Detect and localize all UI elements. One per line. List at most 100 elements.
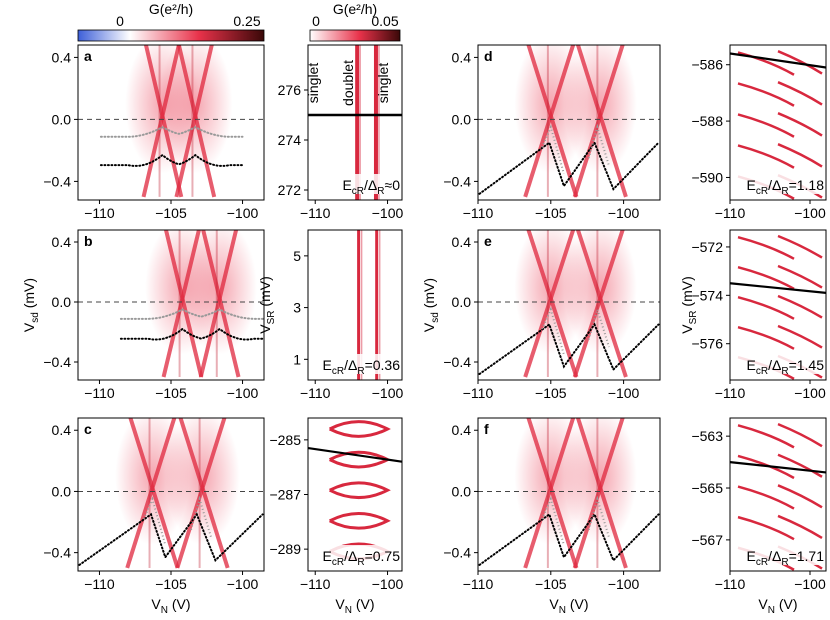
fit-curve-gray [587, 123, 610, 167]
ytick-label: −0.4 [43, 354, 71, 370]
colorbar-1-title: G(e²/h) [149, 1, 193, 17]
xtick-label: −110 [463, 205, 494, 221]
state-branch [777, 143, 823, 168]
ytick-label: −289 [269, 541, 301, 557]
ytick-label: 272 [278, 182, 302, 198]
haze-1 [563, 230, 637, 355]
plot-area-d [478, 45, 660, 200]
ytick-label: 0.0 [52, 294, 72, 310]
ytick-label: 274 [278, 132, 302, 148]
frame-f-right [729, 417, 827, 572]
resonance-line [174, 45, 214, 198]
state-branch [737, 515, 795, 541]
xtick-label: −105 [155, 576, 187, 592]
annotation-e-right: EcR/ΔR=1.45 [747, 357, 825, 377]
state-loop [329, 511, 391, 530]
xtick-label: −110 [84, 576, 115, 592]
ytick-label: 0.4 [452, 49, 472, 65]
xtick-label: −110 [300, 576, 331, 592]
plot-area-b [78, 230, 264, 380]
xtick-label: −100 [372, 385, 404, 401]
ytick-label: 0.0 [452, 294, 472, 310]
colorbar-1-tick-0: 0 [116, 13, 124, 29]
ytick-label: 0.4 [452, 422, 472, 438]
xtick-label: −100 [227, 576, 259, 592]
xtick-label: −110 [300, 205, 331, 221]
panel-letter-c: c [84, 421, 92, 437]
plot-area-d-right [730, 45, 826, 200]
cut-line [730, 282, 826, 294]
ytick-label: 0.0 [52, 111, 72, 127]
xlabel-f-right: VN (V) [758, 596, 797, 616]
annotation-c-right: EcR/ΔR=0.75 [323, 548, 401, 568]
resonance-line [175, 418, 227, 569]
fit-curve-black [78, 512, 264, 566]
plot-area-b-right [308, 230, 402, 380]
state-branch [737, 235, 795, 260]
fit-curve-gray [142, 496, 167, 546]
xtick-label: −110 [300, 385, 331, 401]
fit-curve-gray [541, 124, 565, 174]
plot-area-a-right [308, 45, 402, 200]
ytick-label: −0.4 [43, 545, 71, 561]
xtick-label: −100 [227, 385, 259, 401]
panel-e: 0.4 0.0 −0.4 −110 −105 −100 Vsd (mV) e [421, 229, 661, 401]
state-loop [329, 481, 391, 500]
resonance-line [523, 418, 576, 569]
ytick-label: 276 [278, 82, 302, 98]
plot-area-f [478, 418, 660, 571]
annotation-a-right: EcR/ΔR≈0 [342, 177, 400, 197]
plot-area-f-right [730, 418, 826, 571]
ytick-label: 1 [293, 351, 301, 367]
xtick-label: −100 [794, 576, 826, 592]
ytick-label: 0.4 [452, 234, 472, 250]
xtick-label: −100 [608, 576, 640, 592]
state-branch [777, 422, 823, 448]
ytick-label: −0.4 [443, 545, 471, 561]
xtick-label: −100 [608, 385, 640, 401]
ytick-label: −590 [691, 169, 723, 185]
xtick-label: −110 [84, 205, 115, 221]
ytick-label: 0.4 [52, 49, 72, 65]
xtick-label: −110 [463, 576, 494, 592]
state-branch [737, 325, 795, 350]
xtick-label: −100 [794, 205, 826, 221]
region-label-1: doublet [340, 60, 356, 106]
state-branch [777, 112, 823, 137]
colorbar-2-tick-1: 0.05 [371, 13, 398, 29]
cut-line [730, 460, 826, 474]
region-label-2: singlet [375, 63, 391, 104]
fit-curve-gray [541, 496, 565, 546]
haze-1 [182, 230, 257, 355]
resonance-line [523, 230, 576, 378]
state-branch [737, 295, 795, 320]
ytick-label: −285 [269, 432, 301, 448]
panel-a: 0.4 0.0 −0.4 −110 −105 −100 a [43, 44, 265, 221]
frame-f [477, 417, 661, 572]
fit-curve-gray [541, 306, 565, 355]
ytick-label: −567 [691, 532, 723, 548]
plot-area-e [478, 230, 660, 380]
frame-b-right [307, 229, 403, 381]
panel-d-right: EcR/ΔR=1.18 −586 −588 −590 −110 −100 [691, 44, 827, 221]
fit-curve-gray [119, 308, 264, 320]
colorbar-1-tick-1: 0.25 [233, 13, 260, 29]
panel-c-right: EcR/ΔR=0.75 −285 −287 −289 −110 −100 VN (V) [269, 417, 404, 616]
xtick-label: −110 [715, 385, 746, 401]
ytick-label: 3 [293, 300, 301, 316]
frame-e-right [729, 229, 827, 381]
state-branch [777, 50, 823, 75]
ylabel-e: Vsd (mV) [421, 278, 441, 332]
state-branch [777, 514, 823, 540]
xtick-label: −100 [608, 205, 640, 221]
ytick-label: −574 [691, 287, 723, 303]
state-loop [329, 420, 391, 438]
resonance-line [575, 418, 628, 569]
state-branch [777, 453, 823, 478]
panel-letter-f: f [484, 421, 489, 437]
haze-1 [563, 418, 637, 545]
ylabel-b-right: VSR (mV) [257, 276, 277, 333]
ytick-label: −287 [269, 487, 301, 503]
xlabel-c: VN (V) [151, 596, 190, 616]
